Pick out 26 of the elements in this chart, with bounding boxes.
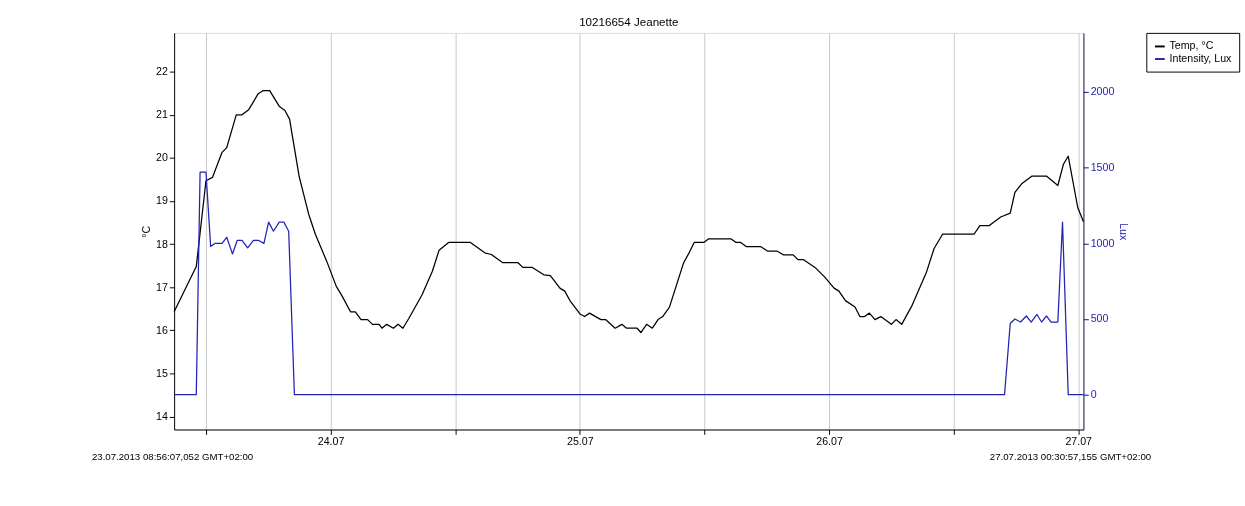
chart-title: 10216654 Jeanette [579,14,679,28]
y2-tick-label: 500 [1090,312,1109,325]
text: 27.07.2013 00:30:57,155 GMT+02:00 [989,451,1152,463]
x-tick-label: 25.07 [567,435,594,448]
line-series [173,171,1085,396]
x-tick-label: 24.07 [317,435,345,448]
legend-label: Temp, °C [1169,39,1214,52]
y2-tick-label: 2000 [1090,85,1115,98]
y-tick-label: 20 [156,151,168,164]
y-tick-label: 18 [156,237,168,250]
y-tick-label: 15 [156,366,168,379]
x-tick-label: 27.07 [1065,435,1093,448]
y2-tick-label: 1000 [1090,236,1115,249]
text: 23.07.2013 08:56:07,052 GMT+02:00 [91,451,254,463]
y-tick-label: 19 [156,194,168,207]
y-tick-label: 14 [156,409,168,422]
y2-tick-label: 0 [1090,388,1097,401]
y2-tick-label: 1500 [1090,161,1115,174]
y2-axis-title: Lux [1118,223,1131,241]
y-tick-label: 22 [156,65,168,78]
y-axis-title: °C [140,225,153,238]
y-tick-label: 21 [156,108,168,121]
legend-label: Intensity, Lux [1169,51,1233,64]
y-tick-label: 17 [156,280,168,293]
x-tick-label: 26.07 [816,435,843,448]
y-tick-label: 16 [156,323,168,336]
